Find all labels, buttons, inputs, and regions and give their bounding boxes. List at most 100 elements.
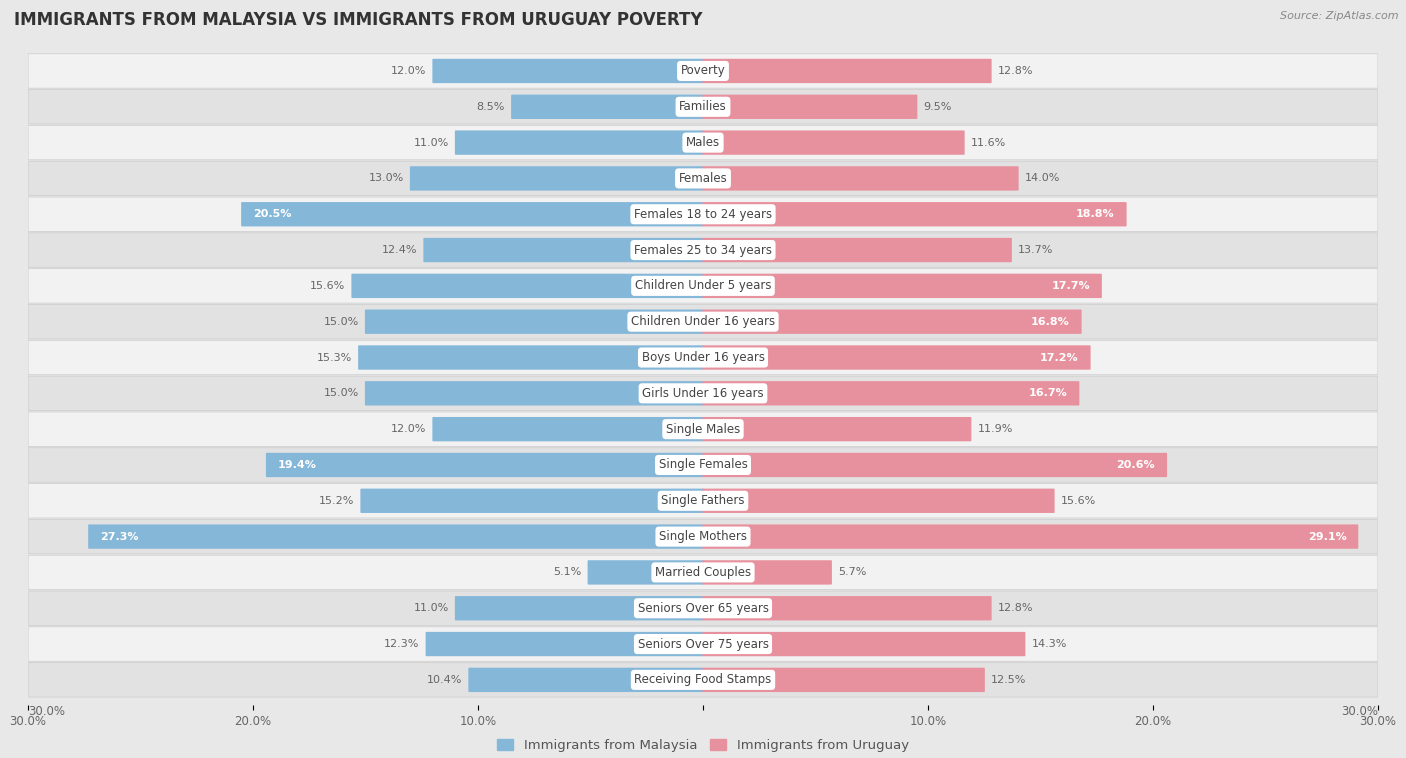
FancyBboxPatch shape	[703, 59, 991, 83]
FancyBboxPatch shape	[512, 95, 703, 119]
Text: 18.8%: 18.8%	[1076, 209, 1115, 219]
FancyBboxPatch shape	[703, 381, 1080, 406]
Text: 12.0%: 12.0%	[391, 66, 426, 76]
Text: 12.8%: 12.8%	[998, 66, 1033, 76]
Text: Seniors Over 65 years: Seniors Over 65 years	[637, 602, 769, 615]
Text: Married Couples: Married Couples	[655, 566, 751, 579]
FancyBboxPatch shape	[242, 202, 703, 227]
FancyBboxPatch shape	[703, 417, 972, 441]
Text: 12.3%: 12.3%	[384, 639, 419, 649]
FancyBboxPatch shape	[28, 627, 1378, 661]
FancyBboxPatch shape	[28, 233, 1378, 268]
FancyBboxPatch shape	[411, 166, 703, 190]
FancyBboxPatch shape	[703, 238, 1012, 262]
Text: 11.0%: 11.0%	[413, 138, 449, 148]
Text: 5.7%: 5.7%	[838, 568, 866, 578]
Text: Source: ZipAtlas.com: Source: ZipAtlas.com	[1281, 11, 1399, 21]
Text: Seniors Over 75 years: Seniors Over 75 years	[637, 637, 769, 650]
FancyBboxPatch shape	[28, 412, 1378, 446]
Text: 15.2%: 15.2%	[319, 496, 354, 506]
FancyBboxPatch shape	[703, 668, 984, 692]
FancyBboxPatch shape	[28, 197, 1378, 231]
FancyBboxPatch shape	[703, 166, 1018, 190]
Text: Girls Under 16 years: Girls Under 16 years	[643, 387, 763, 399]
FancyBboxPatch shape	[28, 89, 1378, 124]
Text: Families: Families	[679, 100, 727, 113]
Text: 16.7%: 16.7%	[1029, 388, 1067, 398]
FancyBboxPatch shape	[366, 381, 703, 406]
FancyBboxPatch shape	[423, 238, 703, 262]
FancyBboxPatch shape	[703, 202, 1126, 227]
FancyBboxPatch shape	[703, 489, 1054, 513]
Text: 30.0%: 30.0%	[1341, 705, 1378, 718]
Text: 12.0%: 12.0%	[391, 424, 426, 434]
Text: 15.6%: 15.6%	[311, 281, 346, 291]
FancyBboxPatch shape	[28, 54, 1378, 88]
FancyBboxPatch shape	[28, 305, 1378, 339]
FancyBboxPatch shape	[456, 596, 703, 620]
FancyBboxPatch shape	[352, 274, 703, 298]
Text: 15.0%: 15.0%	[323, 317, 359, 327]
Text: 11.9%: 11.9%	[977, 424, 1012, 434]
Text: 15.6%: 15.6%	[1060, 496, 1095, 506]
Text: 27.3%: 27.3%	[100, 531, 139, 542]
FancyBboxPatch shape	[89, 525, 703, 549]
Text: Children Under 5 years: Children Under 5 years	[634, 280, 772, 293]
Text: Poverty: Poverty	[681, 64, 725, 77]
Text: Boys Under 16 years: Boys Under 16 years	[641, 351, 765, 364]
Text: 13.7%: 13.7%	[1018, 245, 1053, 255]
FancyBboxPatch shape	[703, 95, 917, 119]
FancyBboxPatch shape	[366, 309, 703, 334]
FancyBboxPatch shape	[28, 268, 1378, 303]
Text: Single Males: Single Males	[666, 423, 740, 436]
FancyBboxPatch shape	[703, 130, 965, 155]
FancyBboxPatch shape	[28, 555, 1378, 590]
FancyBboxPatch shape	[359, 346, 703, 370]
Text: 20.5%: 20.5%	[253, 209, 291, 219]
Text: Males: Males	[686, 136, 720, 149]
FancyBboxPatch shape	[433, 59, 703, 83]
FancyBboxPatch shape	[703, 632, 1025, 656]
Text: Single Fathers: Single Fathers	[661, 494, 745, 507]
Text: 13.0%: 13.0%	[368, 174, 404, 183]
FancyBboxPatch shape	[703, 560, 832, 584]
FancyBboxPatch shape	[456, 130, 703, 155]
Text: 20.6%: 20.6%	[1116, 460, 1156, 470]
FancyBboxPatch shape	[28, 484, 1378, 518]
Text: 15.3%: 15.3%	[316, 352, 352, 362]
FancyBboxPatch shape	[703, 309, 1081, 334]
Text: 30.0%: 30.0%	[28, 705, 65, 718]
Text: 12.5%: 12.5%	[991, 675, 1026, 685]
FancyBboxPatch shape	[703, 453, 1167, 477]
FancyBboxPatch shape	[703, 274, 1102, 298]
FancyBboxPatch shape	[28, 161, 1378, 196]
Text: 12.4%: 12.4%	[382, 245, 418, 255]
FancyBboxPatch shape	[468, 668, 703, 692]
Text: 5.1%: 5.1%	[554, 568, 582, 578]
FancyBboxPatch shape	[28, 376, 1378, 411]
FancyBboxPatch shape	[28, 340, 1378, 374]
FancyBboxPatch shape	[266, 453, 703, 477]
Text: 8.5%: 8.5%	[477, 102, 505, 111]
Text: 12.8%: 12.8%	[998, 603, 1033, 613]
Text: 19.4%: 19.4%	[278, 460, 316, 470]
Text: Females 18 to 24 years: Females 18 to 24 years	[634, 208, 772, 221]
Text: 17.2%: 17.2%	[1040, 352, 1078, 362]
FancyBboxPatch shape	[703, 346, 1091, 370]
FancyBboxPatch shape	[28, 125, 1378, 160]
Text: 10.4%: 10.4%	[427, 675, 463, 685]
FancyBboxPatch shape	[433, 417, 703, 441]
Text: 16.8%: 16.8%	[1031, 317, 1070, 327]
Legend: Immigrants from Malaysia, Immigrants from Uruguay: Immigrants from Malaysia, Immigrants fro…	[492, 734, 914, 757]
FancyBboxPatch shape	[28, 519, 1378, 554]
FancyBboxPatch shape	[703, 525, 1358, 549]
FancyBboxPatch shape	[360, 489, 703, 513]
Text: 11.0%: 11.0%	[413, 603, 449, 613]
Text: 15.0%: 15.0%	[323, 388, 359, 398]
FancyBboxPatch shape	[426, 632, 703, 656]
Text: Receiving Food Stamps: Receiving Food Stamps	[634, 673, 772, 686]
Text: Single Mothers: Single Mothers	[659, 530, 747, 543]
Text: 14.0%: 14.0%	[1025, 174, 1060, 183]
Text: 17.7%: 17.7%	[1052, 281, 1090, 291]
FancyBboxPatch shape	[28, 591, 1378, 625]
